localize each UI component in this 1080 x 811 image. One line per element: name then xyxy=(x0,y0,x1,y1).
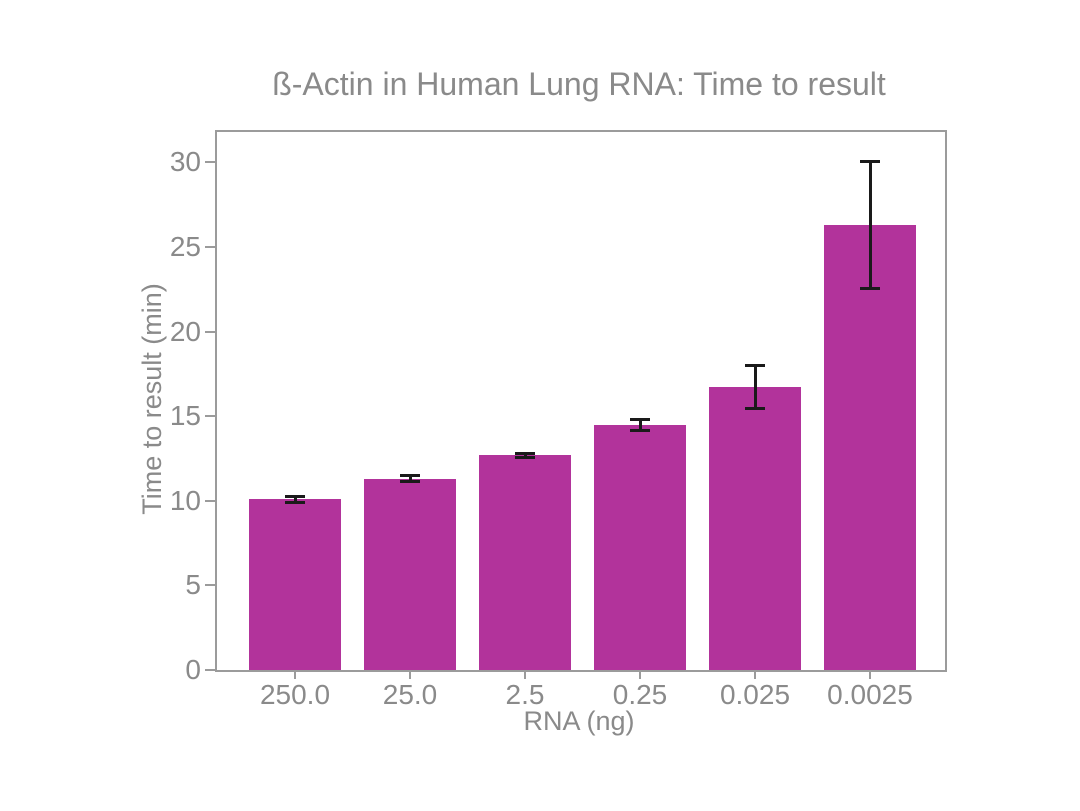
error-bar-cap-bottom xyxy=(630,428,650,432)
error-bar-cap-top xyxy=(630,417,650,421)
x-tick-mark xyxy=(524,670,526,679)
error-bar-line xyxy=(523,452,527,458)
plot-area: 0 5 10 15 20 25 30 250.0 25.0 2.5 0.25 0.025 0.0025 xyxy=(170,130,947,710)
error-bar-line xyxy=(638,418,642,431)
y-tick-label: 20 xyxy=(169,315,201,347)
y-tick-label: 10 xyxy=(169,484,201,516)
y-tick-label: 30 xyxy=(169,146,201,178)
error-bar-cap-bottom xyxy=(515,455,535,459)
y-tick-mark xyxy=(205,584,215,587)
bar xyxy=(364,478,456,670)
bar xyxy=(709,387,801,670)
x-tick-label: 25.0 xyxy=(382,679,438,710)
error-bar-cap-bottom xyxy=(285,500,305,504)
y-tick-mark xyxy=(205,330,215,333)
error-bar-cap-bottom xyxy=(860,287,880,291)
error-bar-cap-top xyxy=(745,364,765,368)
error-bar-line xyxy=(868,160,872,290)
error-bar-cap-top xyxy=(285,494,305,498)
x-axis-label: RNA (ng) xyxy=(523,706,635,736)
x-tick-mark xyxy=(754,670,756,679)
x-tick-mark xyxy=(409,670,411,679)
y-tick-label: 25 xyxy=(169,231,201,263)
error-bar-cap-top xyxy=(400,474,420,478)
y-tick-mark xyxy=(205,246,215,249)
y-tick-mark xyxy=(205,499,215,502)
error-bar-cap-top xyxy=(860,159,880,163)
y-tick-mark xyxy=(205,669,215,671)
bar xyxy=(479,455,571,670)
x-tick-label: 0.25 xyxy=(612,679,668,710)
error-bar-cap-top xyxy=(515,451,535,455)
chart-title: ß-Actin in Human Lung RNA: Time to resul… xyxy=(272,66,886,102)
error-bar-cap-bottom xyxy=(400,480,420,484)
x-tick-label: 0.0025 xyxy=(827,679,913,710)
error-bar-cap-bottom xyxy=(745,407,765,411)
x-tick-mark xyxy=(294,670,296,679)
bar xyxy=(824,225,916,670)
x-tick-mark xyxy=(869,670,871,679)
error-bar-line xyxy=(408,475,412,483)
y-tick-mark xyxy=(205,161,215,164)
y-tick-label: 0 xyxy=(185,654,201,685)
error-bar-line xyxy=(753,365,757,410)
x-tick-label: 0.025 xyxy=(719,679,791,710)
bar xyxy=(594,424,686,670)
y-tick-label: 5 xyxy=(185,569,201,601)
y-tick-label: 15 xyxy=(169,400,201,432)
x-tick-mark xyxy=(639,670,641,679)
y-tick-mark xyxy=(205,415,215,418)
bar xyxy=(249,499,341,670)
error-bar-line xyxy=(293,495,297,503)
x-tick-label: 2.5 xyxy=(505,679,545,710)
x-tick-label: 250.0 xyxy=(259,679,331,710)
